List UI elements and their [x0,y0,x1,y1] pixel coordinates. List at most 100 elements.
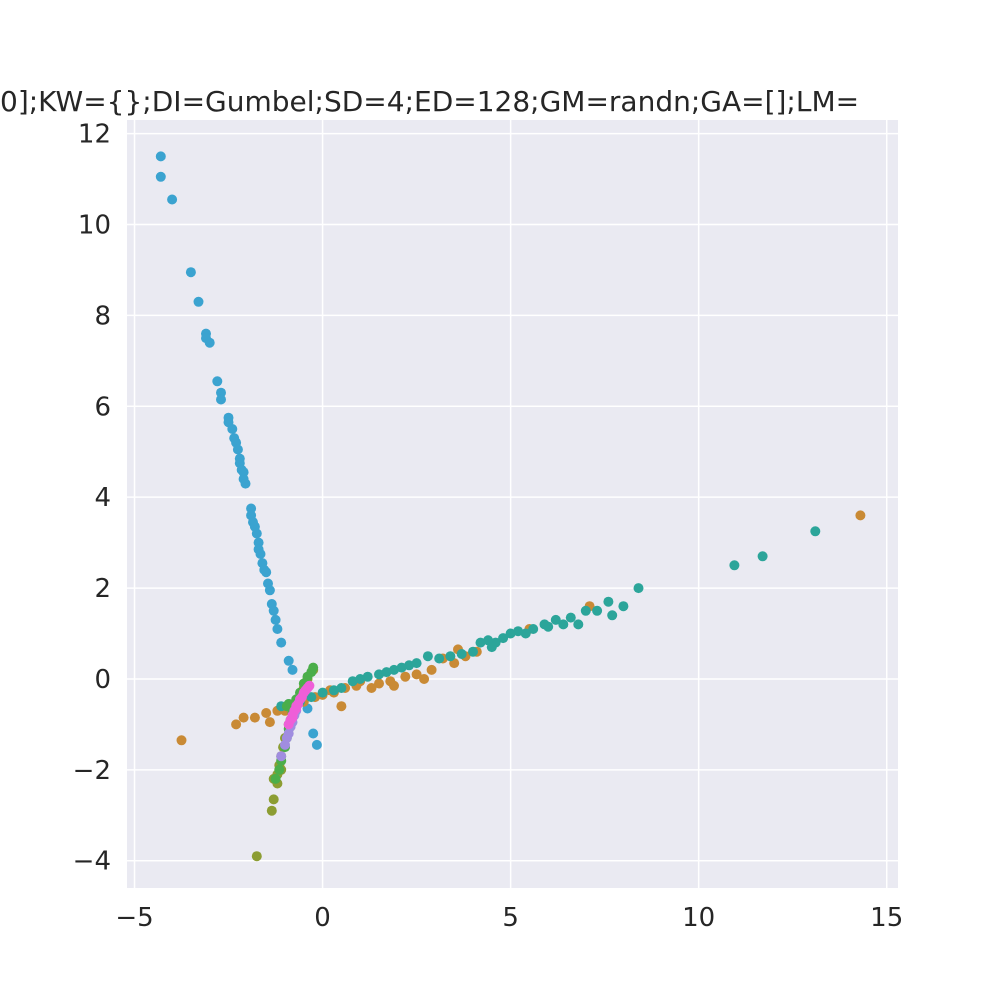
data-point [550,614,561,625]
data-point [411,658,422,669]
y-axis-ticks: −4 −2 0 2 4 6 8 10 12 [73,120,111,877]
data-point [270,773,281,784]
data-point [426,664,437,675]
data-point [513,626,524,637]
data-point [306,692,317,703]
data-point [498,633,509,644]
plot-area [127,120,898,888]
y-tick-label: −4 [73,847,111,877]
data-point [855,510,866,521]
data-point [389,664,399,675]
series-0 [155,151,322,750]
x-tick-label: 0 [314,903,331,933]
data-point [528,624,539,634]
y-tick-label: 0 [94,665,111,695]
data-point [411,669,422,680]
data-point [486,642,497,653]
x-axis-ticks: −5 0 5 10 15 [115,903,903,933]
data-point [404,660,415,671]
data-point [274,764,285,775]
data-point [204,337,215,348]
data-point [381,667,392,678]
data-point [251,528,262,539]
data-point [268,794,279,805]
data-point [603,596,614,607]
y-tick-label: 4 [94,483,111,513]
data-point [283,699,294,709]
data-point [216,394,226,405]
data-point [419,674,430,684]
data-points [155,151,866,862]
data-point [287,664,298,675]
data-point [291,703,302,714]
x-tick-label: 15 [870,903,903,933]
data-point [580,605,591,616]
data-point [389,680,399,691]
data-point [505,628,516,639]
data-point [757,551,768,562]
data-point [255,549,266,559]
data-point [276,637,287,648]
data-point [810,526,821,537]
data-point [155,171,166,182]
data-point [212,376,223,387]
data-point [475,637,486,648]
x-tick-label: −5 [115,903,153,933]
data-point [328,685,339,696]
data-point [308,728,319,739]
data-point [336,683,347,693]
data-point [618,601,629,612]
x-tick-label: 10 [682,903,715,933]
data-point [193,296,204,307]
data-point [261,708,272,718]
data-point [374,678,384,689]
data-point [264,585,275,596]
data-point [232,444,243,455]
data-point [251,851,262,862]
data-point [520,628,531,639]
data-point [308,662,319,673]
data-point [270,614,281,625]
data-point [272,624,283,634]
x-tick-label: 5 [502,903,519,933]
y-tick-label: 8 [94,301,111,331]
data-point [283,655,294,666]
series-6 [283,680,315,730]
data-point [422,651,433,662]
data-point [231,719,242,730]
y-tick-label: 2 [94,574,111,604]
chart-title: 0];KW={};DI=Gumbel;SD=4;ED=128;GM=randn;… [0,85,859,118]
data-point [558,619,569,630]
data-point [374,669,384,680]
data-point [246,503,257,514]
y-tick-label: 10 [78,211,111,241]
data-point [565,612,576,623]
data-point [266,805,277,816]
data-point [167,194,178,205]
data-point [366,683,377,693]
data-point [729,560,740,571]
data-point [276,751,287,762]
data-point [396,662,407,673]
data-point [287,712,298,723]
data-point [268,605,279,616]
data-point [238,712,249,723]
data-point [456,649,467,659]
data-point [434,653,445,664]
data-point [400,671,411,682]
data-point [264,717,275,728]
data-point [543,621,554,632]
data-point [573,619,584,630]
y-tick-label: −2 [73,756,111,786]
data-point [261,567,272,578]
data-point [362,671,373,682]
data-point [185,267,196,278]
data-point [347,676,358,687]
data-point [240,478,251,489]
data-point [227,424,238,434]
data-point [304,680,315,691]
data-point [249,712,260,723]
data-point [355,674,366,684]
data-point [607,610,618,621]
